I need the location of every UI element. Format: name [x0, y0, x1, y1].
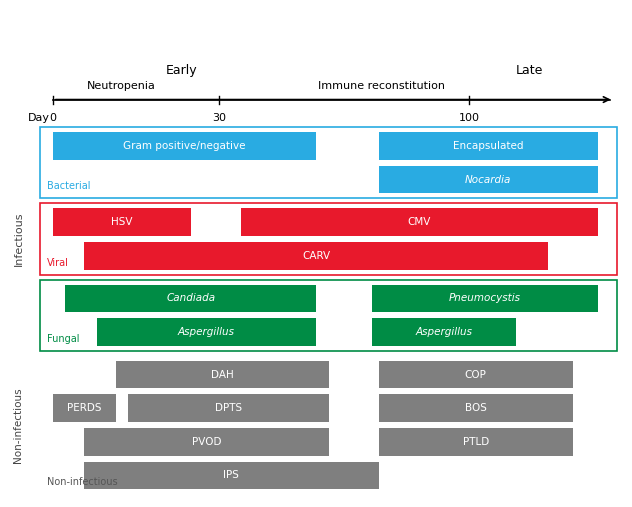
Bar [53, 394, 116, 422]
Bar [40, 279, 617, 351]
Text: Infectious: Infectious [13, 212, 23, 266]
Text: Non-infectious: Non-infectious [47, 477, 118, 487]
Text: Pneumocystis: Pneumocystis [449, 294, 521, 303]
Text: Nocardia: Nocardia [465, 174, 511, 185]
Text: DPTS: DPTS [215, 403, 242, 413]
Text: PTLD: PTLD [463, 437, 489, 447]
Text: PERDS: PERDS [67, 403, 102, 413]
Text: Viral: Viral [47, 258, 68, 268]
Text: PVOD: PVOD [191, 437, 221, 447]
Text: Neutropenia: Neutropenia [87, 81, 156, 91]
Bar [84, 428, 329, 456]
Bar [379, 394, 573, 422]
Bar [128, 394, 329, 422]
Text: Immune reconstitution: Immune reconstitution [319, 81, 446, 91]
Text: CARV: CARV [302, 251, 330, 261]
Bar [66, 284, 316, 312]
Bar [53, 208, 191, 236]
Text: Gram positive/negative: Gram positive/negative [123, 141, 246, 151]
Text: Aspergillus: Aspergillus [416, 327, 473, 337]
Text: Aspergillus: Aspergillus [178, 327, 235, 337]
Text: Bacterial: Bacterial [47, 182, 90, 191]
Bar [372, 318, 516, 346]
Text: Late: Late [515, 64, 543, 77]
Bar [84, 242, 548, 270]
Text: Fungal: Fungal [47, 334, 79, 344]
Text: HSV: HSV [111, 217, 133, 227]
Text: Non-infectious: Non-infectious [13, 387, 23, 463]
Text: Candiada: Candiada [166, 294, 216, 303]
Text: BOS: BOS [465, 403, 487, 413]
Bar [379, 361, 573, 388]
Bar [53, 132, 316, 160]
Text: 100: 100 [459, 113, 480, 123]
Text: Day: Day [28, 113, 50, 123]
Bar [40, 203, 617, 275]
Bar [97, 318, 316, 346]
Text: Encapsulated: Encapsulated [453, 141, 523, 151]
Bar [84, 461, 379, 489]
Text: Early: Early [166, 64, 197, 77]
Text: DAH: DAH [210, 370, 233, 380]
Text: 30: 30 [212, 113, 226, 123]
Bar [116, 361, 329, 388]
Bar [241, 208, 598, 236]
Bar [379, 166, 598, 193]
Text: CMV: CMV [408, 217, 431, 227]
Text: IPS: IPS [224, 470, 240, 481]
Text: 0: 0 [49, 113, 56, 123]
Bar [379, 428, 573, 456]
Bar [379, 132, 598, 160]
Bar [372, 284, 598, 312]
Text: COP: COP [465, 370, 487, 380]
Bar [40, 127, 617, 198]
